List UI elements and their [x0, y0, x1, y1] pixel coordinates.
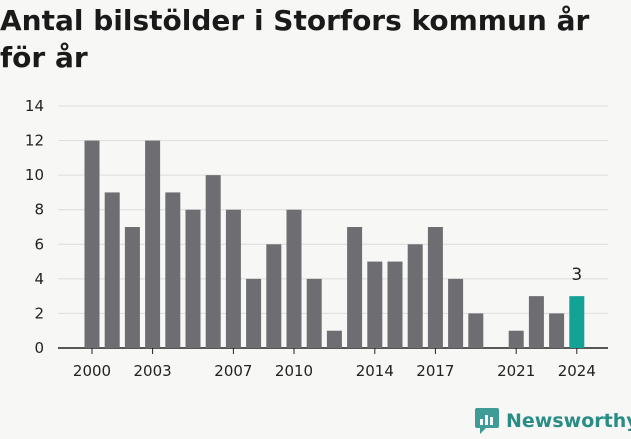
- bar-2017: [427, 227, 443, 348]
- bar-2001: [104, 192, 120, 348]
- x-tick-label: 2000: [73, 362, 111, 380]
- bar-2022: [528, 296, 544, 348]
- y-tick-label: 6: [34, 235, 44, 253]
- bar-2013: [347, 227, 363, 348]
- bar-2007: [225, 209, 241, 348]
- newsworthy-logo: Newsworthy: [474, 406, 631, 436]
- chart-title: Antal bilstölder i Storfors kommun år fö…: [0, 4, 590, 74]
- bar-2002: [124, 227, 140, 348]
- y-tick-label: 4: [34, 270, 44, 288]
- x-tick-label: 2014: [356, 362, 394, 380]
- bar-2010: [286, 209, 302, 348]
- bar-2004: [165, 192, 181, 348]
- bar-2011: [306, 278, 322, 348]
- bar-2019: [468, 313, 484, 348]
- y-tick-label: 12: [25, 132, 44, 150]
- brand-name: Newsworthy: [506, 410, 631, 432]
- x-tick-label: 2024: [558, 362, 596, 380]
- bar-2015: [387, 261, 403, 348]
- data-labels: 3: [571, 265, 582, 285]
- x-tick-label: 2010: [275, 362, 313, 380]
- y-tick-label: 8: [34, 201, 44, 219]
- bar-2006: [205, 175, 221, 348]
- bar-2005: [185, 209, 201, 348]
- bar-2012: [326, 330, 342, 348]
- y-tick-label: 14: [25, 97, 44, 115]
- bar-2016: [407, 244, 423, 348]
- y-tick-label: 0: [34, 339, 44, 357]
- bar-2003: [145, 140, 161, 348]
- bar-2023: [549, 313, 565, 348]
- y-tick-label: 10: [25, 166, 44, 184]
- bar-2024: [569, 296, 585, 348]
- y-axis-ticks: 0 2 4 6 8 10 12 14: [25, 97, 44, 357]
- newsworthy-logo-icon: [475, 408, 499, 434]
- x-tick-label: 2021: [497, 362, 535, 380]
- x-axis-ticks: 2000 2003 2007 2010 2014 2017 2021 2024: [73, 348, 596, 380]
- bar-2014: [367, 261, 383, 348]
- y-tick-label: 2: [34, 304, 44, 322]
- x-tick-label: 2003: [134, 362, 172, 380]
- grid-lines: [58, 105, 608, 349]
- bar-2009: [266, 244, 282, 348]
- bars: [84, 140, 585, 348]
- bar-2018: [448, 278, 464, 348]
- x-tick-label: 2007: [214, 362, 252, 380]
- bar-2008: [246, 278, 262, 348]
- x-tick-label: 2017: [416, 362, 454, 380]
- bar-2021: [508, 330, 524, 348]
- bar-2000: [84, 140, 100, 348]
- data-label-2024: 3: [571, 265, 582, 285]
